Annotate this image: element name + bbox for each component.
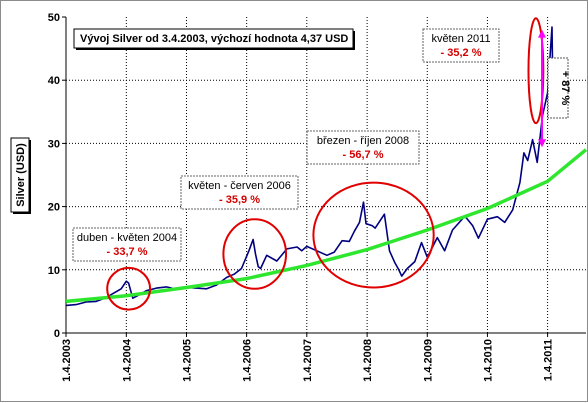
range-marker-arrow-down [538,139,546,148]
x-tick-label: 1.4.2004 [121,338,133,382]
range-marker-label: + 87 % [559,71,571,106]
y-tick-label: 20 [48,202,60,214]
silver-price-line [66,26,556,307]
x-tick-label: 1.4.2009 [422,339,434,382]
range-marker-box [547,57,569,119]
y-tick-label: 40 [48,75,60,87]
ylabel-box-shadow-side [29,140,31,214]
annotation-label: květen 2011 [431,33,490,45]
ylabel-box-shadow [13,212,31,214]
y-tick-label: 30 [48,138,60,150]
title-box-shadow-side [353,31,355,50]
annotation-box [180,175,299,210]
correction-ellipse [312,181,435,289]
x-tick-label: 1.4.2006 [242,339,254,382]
chart-title: Vývoj Silver od 3.4.2003, výchozí hodnot… [80,33,348,45]
y-tick-label: 10 [48,265,60,277]
trend-curve-line [65,148,588,304]
annotation-change: - 35,9 % [219,194,260,206]
correction-ellipse [527,17,545,125]
range-marker-arrow-up [538,29,546,38]
title-box-shadow [76,48,355,50]
y-tick-label: 50 [48,12,60,24]
y-axis-label: Silver (USD) [15,143,27,207]
correction-ellipse [222,218,288,290]
x-tick-label: 1.4.2003 [61,339,73,382]
y-tick-label: 0 [54,328,60,340]
series-layer [65,26,588,307]
x-tick-label: 1.4.2005 [181,339,193,382]
axes-layer: 0 10 20 30 40 50 1.4.2003 1.4.2004 1.4.2005 1.4.2… [48,12,586,382]
annotation-label: květen - červen 2006 [188,180,291,192]
annotation-label: duben - květen 2004 [77,232,177,244]
x-tick-label: 1.4.2010 [482,339,494,382]
annotation-change: - 35,2 % [441,47,482,59]
correction-ellipse [106,266,152,311]
annotation-label: březen - říjen 2008 [317,135,409,147]
annotation-layer: duben - květen 2004 - 33,7 % květen - červ… [72,17,546,311]
x-tick-label: 1.4.2007 [302,339,314,382]
grid-layer [66,17,586,333]
annotation-change: - 33,7 % [107,246,148,258]
annotation-change: - 56,7 % [343,149,384,161]
x-tick-label: 1.4.2008 [362,339,374,382]
annotation-box [306,130,420,165]
annotation-box [422,28,500,63]
annotation-box [72,227,182,262]
x-tick-label: 1.4.2011 [543,339,555,381]
